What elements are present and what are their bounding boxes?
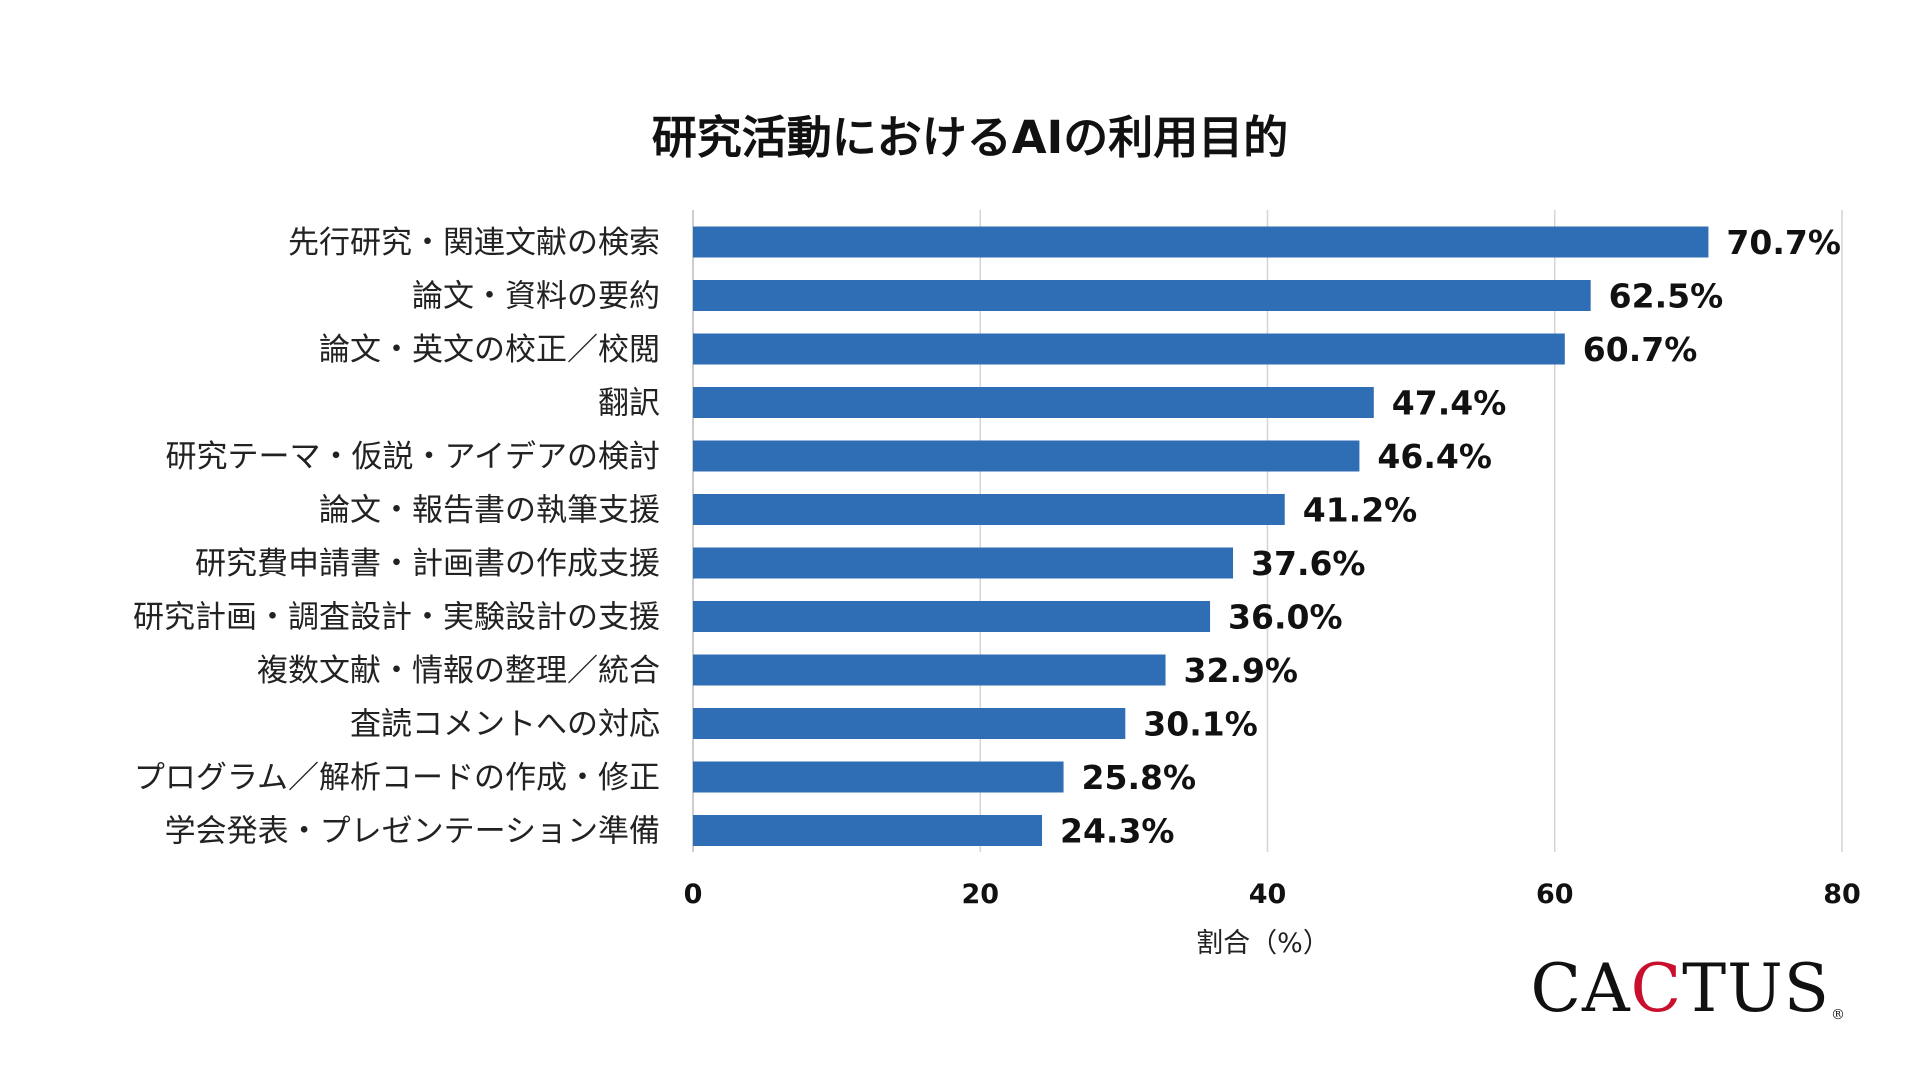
category-label: 先行研究・関連文献の検索 — [288, 225, 660, 261]
chart-title: 研究活動におけるAIの利用目的 — [652, 111, 1289, 164]
x-tick-label: 60 — [1536, 879, 1574, 910]
x-axis-label: 割合（%） — [1196, 928, 1330, 959]
category-label: 論文・資料の要約 — [412, 279, 660, 315]
category-label: 研究計画・調査設計・実験設計の支援 — [133, 600, 660, 636]
category-label: 査読コメントへの対応 — [350, 707, 660, 743]
category-label: 学会発表・プレゼンテーション準備 — [165, 814, 660, 850]
value-label: 60.7% — [1583, 330, 1698, 369]
category-label: 研究テーマ・仮説・アイデアの検討 — [166, 439, 660, 475]
bar — [693, 226, 1709, 258]
bar — [693, 601, 1211, 632]
bar — [693, 280, 1591, 311]
value-label: 46.4% — [1377, 437, 1492, 476]
value-label: 62.5% — [1609, 277, 1724, 316]
value-label: 47.4% — [1392, 384, 1507, 423]
category-label: 複数文献・情報の整理／統合 — [257, 653, 660, 689]
category-labels: 先行研究・関連文献の検索論文・資料の要約論文・英文の校正／校閲翻訳研究テーマ・仮… — [133, 225, 660, 850]
x-tick-label: 20 — [961, 879, 999, 910]
value-label: 37.6% — [1251, 544, 1366, 583]
value-label: 70.7% — [1726, 223, 1841, 262]
bar — [693, 333, 1565, 365]
value-label: 25.8% — [1082, 758, 1197, 797]
category-label: 論文・英文の校正／校閲 — [319, 332, 660, 368]
x-axis-ticks: 0 20 40 60 80 — [684, 879, 1861, 910]
bar — [693, 440, 1360, 472]
bar — [693, 761, 1064, 793]
logo-text-1: CA — [1530, 950, 1631, 1027]
bar — [693, 547, 1234, 579]
x-tick-label: 0 — [684, 879, 703, 910]
bar — [693, 387, 1374, 418]
bars — [693, 226, 1709, 846]
value-label: 41.2% — [1303, 491, 1418, 530]
bar — [693, 654, 1166, 686]
bar — [693, 815, 1043, 846]
value-label: 30.1% — [1143, 705, 1258, 744]
grid-lines — [692, 210, 1843, 852]
value-labels: 70.7%62.5% 60.7% 47.4% 46.4% 41.2% 37.6% 36.0%… — [1060, 223, 1841, 851]
registered-mark: ® — [1831, 1007, 1846, 1023]
category-label: 論文・報告書の執筆支援 — [319, 493, 660, 529]
value-label: 36.0% — [1228, 598, 1343, 637]
category-label: 翻訳 — [598, 386, 660, 422]
x-tick-label: 80 — [1823, 879, 1861, 910]
category-label: 研究費申請書・計画書の作成支援 — [195, 546, 660, 582]
x-tick-label: 40 — [1249, 879, 1287, 910]
value-label: 32.9% — [1184, 651, 1299, 690]
category-label: プログラム／解析コードの作成・修正 — [134, 760, 660, 796]
cactus-logo: CACTUS® — [1530, 956, 1846, 1023]
logo-text-2: TUS — [1682, 950, 1830, 1027]
bar — [693, 494, 1285, 525]
logo-text-accent: C — [1630, 950, 1683, 1027]
bar — [693, 708, 1126, 739]
value-label: 24.3% — [1060, 812, 1175, 851]
